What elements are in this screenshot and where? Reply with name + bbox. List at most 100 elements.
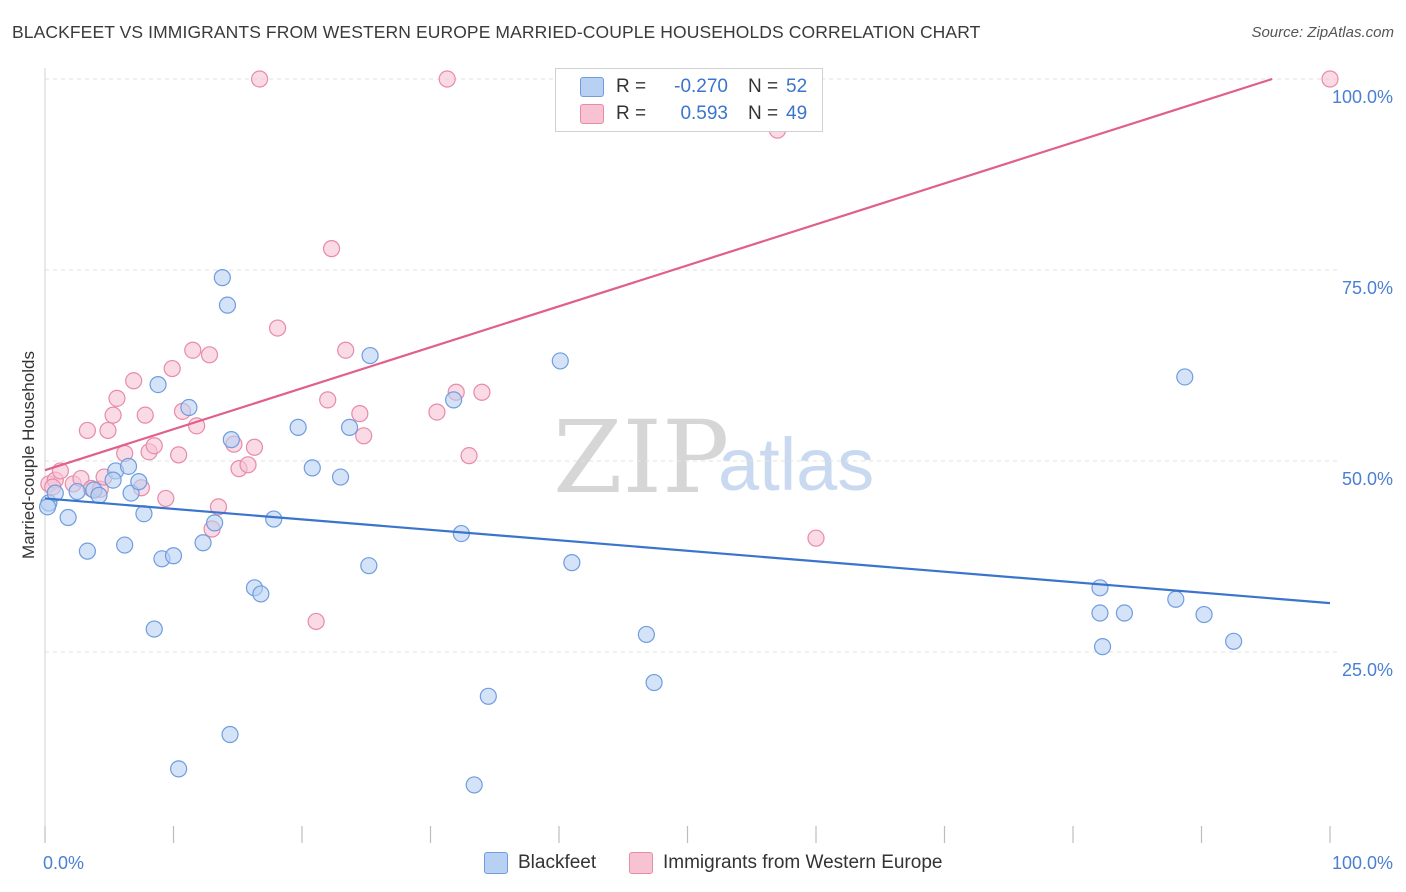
legend-item-immigrants[interactable]: Immigrants from Western Europe (629, 852, 942, 874)
legend-item-blackfeet[interactable]: Blackfeet (484, 852, 596, 874)
point-blackfeet (206, 514, 224, 532)
legend-n-value: 49 (786, 103, 808, 124)
point-immigrants (245, 438, 264, 456)
point-immigrants (807, 529, 825, 547)
y-tick-label: 50.0% (1342, 469, 1393, 489)
point-blackfeet (303, 459, 321, 477)
legend-r-label: R = (616, 103, 647, 124)
point-blackfeet (289, 418, 307, 436)
point-blackfeet (340, 418, 359, 436)
legend-n-label: N = (748, 103, 779, 124)
point-blackfeet (149, 376, 167, 394)
point-blackfeet (221, 725, 239, 744)
point-immigrants (78, 421, 97, 440)
point-blackfeet (78, 542, 97, 560)
trend-line-immigrants (44, 77, 1273, 472)
legend-r-value: -0.270 (674, 76, 728, 97)
point-immigrants (136, 406, 154, 424)
point-blackfeet (194, 534, 212, 552)
point-blackfeet (170, 760, 188, 778)
point-blackfeet (145, 620, 163, 638)
point-blackfeet (445, 391, 463, 409)
legend-swatch-pink (580, 104, 604, 124)
point-blackfeet (1195, 605, 1213, 624)
point-immigrants (104, 406, 122, 424)
point-blackfeet (645, 673, 663, 692)
point-immigrants (157, 489, 175, 508)
point-immigrants (209, 498, 228, 516)
point-immigrants (145, 437, 163, 455)
point-blackfeet (265, 510, 283, 528)
point-blackfeet (116, 536, 134, 554)
point-blackfeet (1093, 638, 1112, 656)
point-blackfeet (1225, 632, 1243, 650)
point-immigrants (473, 383, 491, 401)
legend-row-immigrants: R = 0.593 N = 49 (580, 102, 807, 126)
x-tick-label: 0.0% (43, 853, 84, 873)
axes (44, 68, 1331, 843)
point-immigrants (307, 612, 325, 631)
chart-source: Source: ZipAtlas.com (1251, 24, 1394, 41)
point-blackfeet (637, 625, 655, 644)
point-blackfeet (551, 352, 569, 370)
point-blackfeet (1176, 368, 1194, 386)
point-immigrants (268, 319, 287, 337)
y-tick-label: 75.0% (1342, 278, 1393, 298)
point-immigrants (460, 447, 478, 465)
legend-n-label: N = (748, 76, 779, 97)
point-blackfeet (465, 776, 483, 794)
point-immigrants (428, 403, 446, 421)
trend-lines (44, 77, 1331, 605)
point-blackfeet (104, 471, 122, 489)
point-blackfeet (90, 486, 108, 504)
point-blackfeet (213, 269, 231, 287)
point-blackfeet (252, 585, 270, 603)
tick-labels: 25.0% 50.0% 75.0% 100.0% 0.0% 100.0% (43, 87, 1393, 873)
legend-label-blackfeet: Blackfeet (518, 852, 597, 873)
watermark-atlas: atlas (718, 423, 874, 506)
point-immigrants (1321, 70, 1339, 88)
point-blackfeet (46, 484, 64, 502)
point-immigrants (239, 456, 257, 474)
point-immigrants (184, 341, 202, 359)
point-immigrants (188, 417, 206, 435)
point-immigrants (337, 341, 355, 359)
point-blackfeet (180, 398, 198, 417)
point-blackfeet (361, 346, 379, 365)
legend-r-value: 0.593 (680, 103, 728, 124)
trend-line-blackfeet (44, 497, 1331, 605)
legend-n-value: 52 (786, 76, 808, 97)
point-immigrants (170, 446, 188, 464)
point-blackfeet (164, 547, 183, 565)
watermark: ZIP atlas (553, 399, 874, 516)
stats-legend: R = -0.270 N = 52 R = 0.593 N = 49 (555, 68, 823, 132)
point-blackfeet (479, 687, 497, 705)
point-immigrants (125, 372, 143, 390)
point-immigrants (163, 359, 181, 378)
point-blackfeet (119, 457, 138, 475)
point-blackfeet (68, 482, 86, 501)
y-tick-label: 100.0% (1332, 87, 1393, 107)
point-immigrants (319, 391, 337, 409)
point-blackfeet (130, 473, 148, 491)
legend-label-immigrants: Immigrants from Western Europe (663, 852, 943, 873)
point-blackfeet (563, 554, 581, 572)
series-legend: Blackfeet Immigrants from Western Europe (0, 852, 1406, 878)
legend-swatch-blue (580, 77, 604, 97)
point-blackfeet (331, 468, 350, 486)
point-immigrants (355, 427, 373, 445)
point-blackfeet (1091, 579, 1109, 597)
point-blackfeet (59, 508, 77, 527)
point-immigrants (108, 389, 126, 407)
point-blackfeet (38, 498, 57, 516)
y-axis-label: Married-couple Households (19, 351, 38, 559)
point-blackfeet (1115, 604, 1134, 622)
legend-swatch-pink (629, 852, 653, 874)
point-immigrants (200, 346, 219, 364)
x-tick-label: 100.0% (1332, 853, 1393, 873)
point-immigrants (438, 70, 456, 88)
point-blackfeet (135, 505, 153, 523)
point-immigrants (250, 70, 269, 88)
chart-title: BLACKFEET VS IMMIGRANTS FROM WESTERN EUR… (12, 22, 981, 42)
